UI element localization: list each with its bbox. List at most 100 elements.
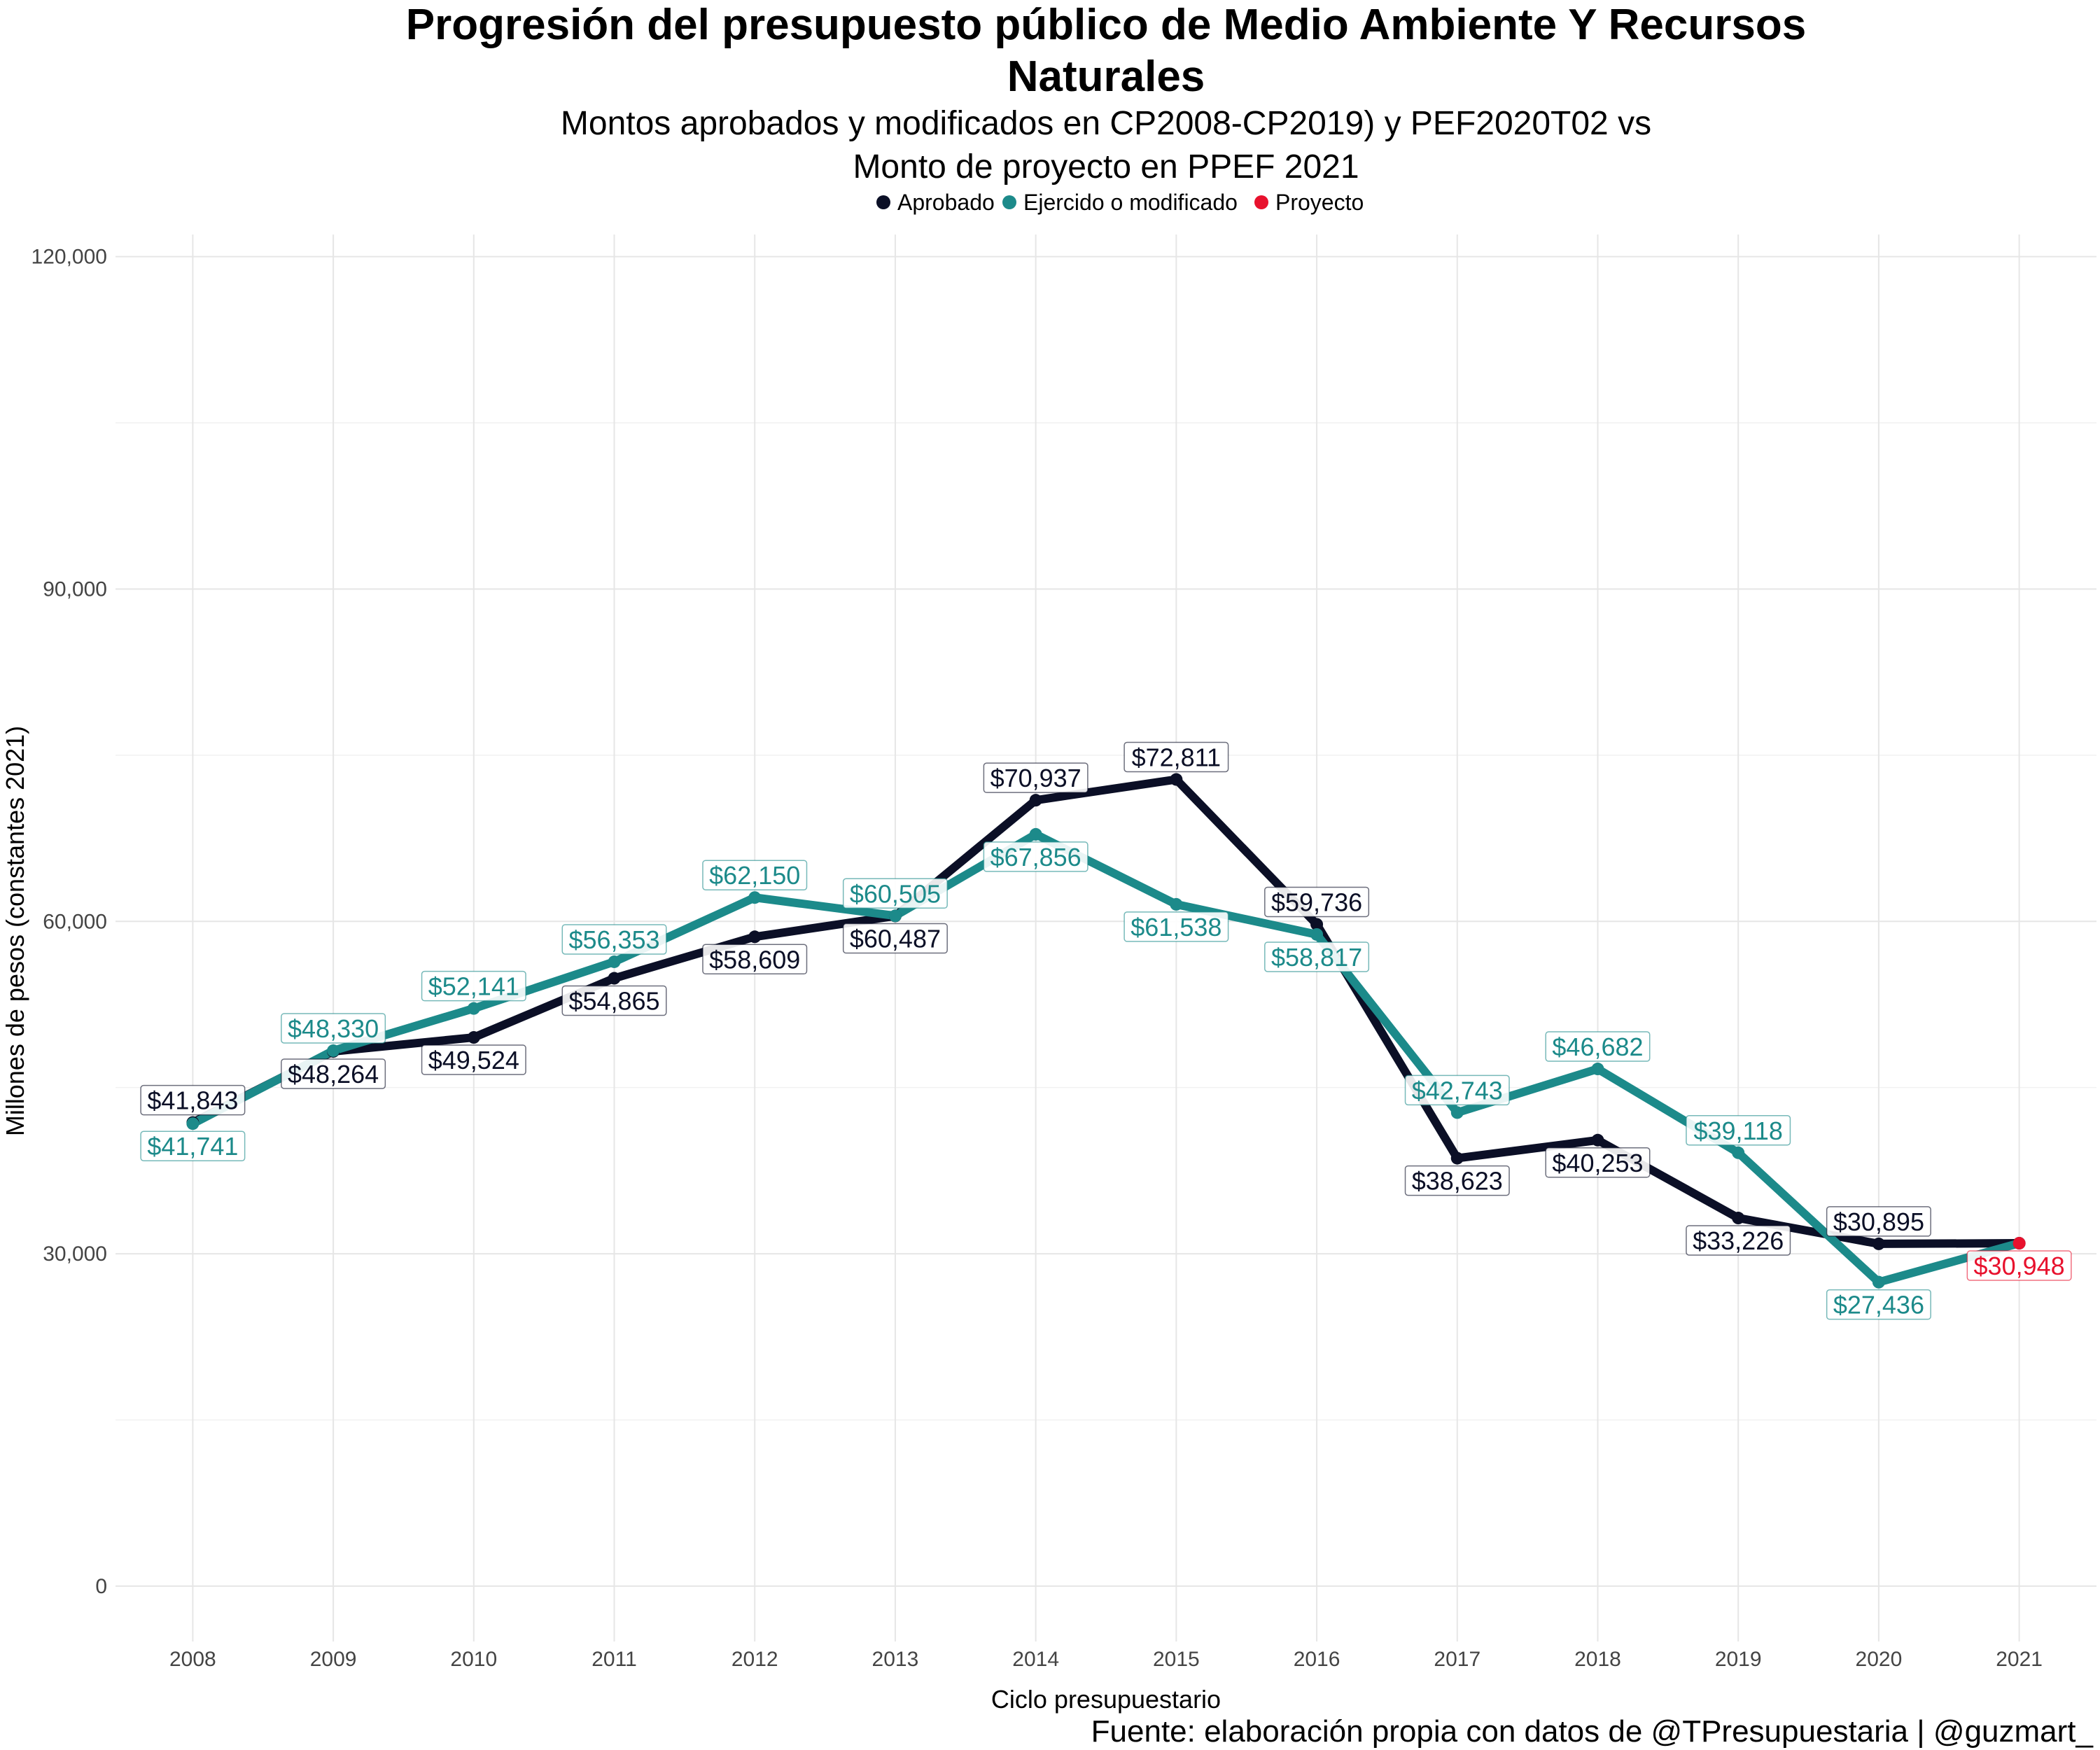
data-label-box	[1264, 941, 1370, 972]
x-tick-label: 2015	[1153, 1648, 1200, 1671]
data-label-text: $27,436	[1833, 1291, 1924, 1320]
data-label-text: $33,226	[1693, 1226, 1784, 1255]
data-label: $61,538	[1124, 911, 1229, 942]
data-point	[1450, 1152, 1464, 1165]
data-point	[1591, 1063, 1604, 1076]
data-label-box	[561, 924, 667, 955]
data-label-box	[702, 944, 808, 975]
data-label-text: $56,353	[568, 925, 659, 954]
data-label: $39,118	[1686, 1115, 1791, 1146]
data-point	[748, 930, 762, 944]
data-label-box	[1966, 1250, 2072, 1281]
data-label: $41,843	[140, 1084, 246, 1116]
data-label-box	[1826, 1289, 1931, 1320]
data-label-box	[421, 1044, 526, 1075]
data-label-text: $72,811	[1132, 743, 1221, 772]
x-tick-label: 2020	[1856, 1648, 1903, 1671]
legend: Aprobado Ejercido o modificado Proyecto	[876, 190, 1364, 215]
data-point	[467, 1031, 480, 1044]
chart-title-line-1: Progresión del presupuesto público de Me…	[406, 1, 1806, 49]
data-label-text: $40,253	[1552, 1149, 1643, 1177]
data-label-text: $49,524	[428, 1046, 519, 1074]
legend-label: Proyecto	[1275, 190, 1364, 215]
data-label-text: $38,623	[1412, 1167, 1503, 1196]
data-label-box	[281, 1058, 386, 1089]
data-label: $58,609	[702, 944, 808, 975]
x-tick-label: 2017	[1434, 1648, 1480, 1671]
data-point	[1170, 773, 1183, 786]
x-tick-label: 2018	[1574, 1648, 1621, 1671]
data-label-box	[421, 970, 526, 1002]
data-point	[1450, 1106, 1464, 1119]
y-tick-label: 120,000	[31, 246, 107, 269]
data-point	[1732, 1146, 1745, 1159]
data-label-text: $60,487	[850, 925, 941, 953]
data-label-text: $41,843	[147, 1086, 238, 1115]
data-label: $58,817	[1264, 941, 1370, 972]
x-tick-label: 2011	[592, 1648, 637, 1671]
data-point	[327, 1044, 340, 1057]
data-point	[2012, 1237, 2026, 1250]
data-label-text: $58,609	[709, 945, 800, 974]
data-label-box	[140, 1130, 246, 1161]
data-label-text: $52,141	[428, 972, 519, 1001]
data-label: $62,150	[702, 860, 808, 890]
data-label: $38,623	[1404, 1165, 1510, 1196]
data-point	[888, 909, 902, 923]
data-label-text: $48,330	[288, 1014, 379, 1043]
chart-subtitle-line-2: Monto de proyecto en PPEF 2021	[853, 148, 1359, 186]
data-label-text: $46,682	[1552, 1032, 1643, 1061]
data-point	[1872, 1275, 1885, 1289]
data-label: $72,811	[1124, 741, 1229, 773]
data-label-box	[1826, 1206, 1931, 1237]
data-label-box	[1545, 1031, 1651, 1062]
data-label-text: $60,505	[850, 879, 941, 908]
data-label: $48,330	[281, 1013, 386, 1044]
data-label-text: $67,856	[990, 843, 1082, 872]
data-point	[748, 891, 762, 904]
series-lines	[188, 775, 2024, 1287]
legend-label: Ejercido o modificado	[1023, 190, 1238, 215]
data-label-box	[1686, 1115, 1791, 1146]
data-label: $48,264	[281, 1058, 386, 1089]
data-label: $54,865	[561, 985, 667, 1016]
data-label: $49,524	[421, 1044, 526, 1075]
data-point	[1872, 1237, 1885, 1250]
data-label: $56,353	[561, 924, 667, 955]
chart-title: Progresión del presupuesto público de Me…	[406, 1, 1806, 101]
x-tick-label: 2013	[872, 1648, 919, 1671]
x-axis-title: Ciclo presupuestario	[991, 1685, 1221, 1714]
legend-marker	[1002, 195, 1016, 209]
data-label: $59,736	[1264, 886, 1370, 918]
data-label-box	[702, 860, 808, 890]
data-point	[1591, 1133, 1604, 1147]
data-label-box	[1545, 1147, 1651, 1178]
data-point	[1029, 794, 1042, 807]
data-label: $33,226	[1686, 1225, 1791, 1256]
y-tick-label: 60,000	[43, 910, 107, 933]
data-point	[467, 1002, 480, 1015]
data-label-box	[561, 985, 667, 1016]
y-axis-ticks: 0 30,000 60,000 90,000 120,000	[31, 246, 107, 1598]
y-tick-label: 90,000	[43, 578, 107, 601]
data-label-box	[140, 1084, 246, 1116]
data-label-text: $41,741	[147, 1132, 238, 1161]
data-label: $40,253	[1545, 1147, 1651, 1178]
data-point	[1170, 897, 1183, 911]
data-label-text: $39,118	[1693, 1116, 1782, 1145]
y-axis-title: Millones de pesos (constantes 2021)	[1, 726, 29, 1136]
legend-label: Aprobado	[897, 190, 995, 215]
data-label-text: $42,743	[1412, 1076, 1503, 1105]
data-labels: $41,843 $48,264 $49,524 $54,865 $58,609 $60,4…	[140, 741, 2072, 1320]
data-label-text: $62,150	[709, 861, 800, 890]
x-tick-label: 2016	[1294, 1648, 1340, 1671]
data-label-text: $70,937	[990, 764, 1082, 792]
data-point	[608, 955, 621, 968]
x-tick-label: 2019	[1715, 1648, 1762, 1671]
data-label: $30,948	[1966, 1250, 2072, 1281]
data-label-box	[1404, 1165, 1510, 1196]
data-label-box	[983, 841, 1088, 872]
data-label-text: $30,895	[1833, 1208, 1924, 1236]
y-tick-label: 30,000	[43, 1242, 107, 1266]
